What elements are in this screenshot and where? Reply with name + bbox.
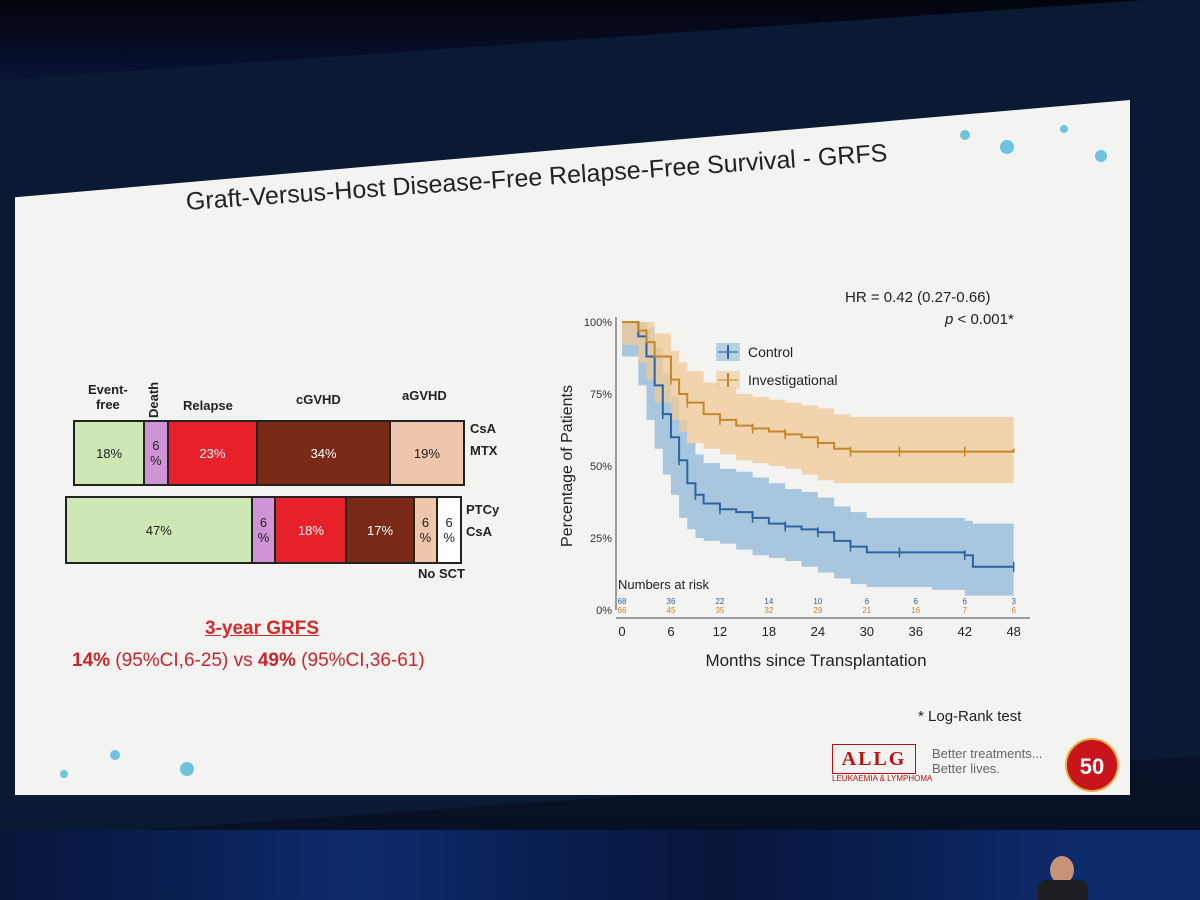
grfs-summary: 14% (95%CI,6-25) vs 49% (95%CI,36-61) xyxy=(72,650,425,672)
bar-column-header: Event- free xyxy=(88,382,128,412)
numbers-at-risk-heading: Numbers at risk xyxy=(618,577,710,592)
footnote: * Log-Rank test xyxy=(918,708,1022,725)
grfs-invest-value: 49% xyxy=(257,650,296,671)
bar-row-label: PTCy CsA xyxy=(466,502,500,539)
risk-count-control: 14 xyxy=(764,597,773,606)
y-tick-label: 0% xyxy=(596,605,612,617)
risk-count-investigational: 66 xyxy=(618,606,627,615)
bar-segment-cgvhd: 34% xyxy=(256,420,391,486)
bar-column-header: Relapse xyxy=(183,398,233,413)
risk-count-investigational: 16 xyxy=(911,606,920,615)
risk-count-investigational: 6 xyxy=(1011,606,1016,615)
x-tick-label: 30 xyxy=(860,624,874,639)
grfs-control-ci: (95%CI,6-25) vs xyxy=(110,650,258,671)
risk-count-control: 6 xyxy=(962,597,967,606)
bar-segment-death: 6 % xyxy=(250,496,277,564)
tagline-line-1: Better treatments... xyxy=(932,746,1043,761)
legend-label-investigational: Investigational xyxy=(748,372,838,388)
x-tick-label: 24 xyxy=(811,624,825,639)
y-tick-label: 50% xyxy=(590,461,612,473)
allg-logo: ALLG xyxy=(832,744,916,774)
risk-count-control: 10 xyxy=(813,597,822,606)
bar-segment-relapse: 18% xyxy=(274,496,348,564)
p-value-text: < 0.001* xyxy=(953,311,1014,328)
bar-segment-agvhd: 19% xyxy=(388,420,465,486)
presenter-head xyxy=(1050,856,1074,884)
bar-segment-event-free: 18% xyxy=(73,420,146,486)
anniversary-seal: 50 xyxy=(1065,738,1119,792)
risk-count-investigational: 21 xyxy=(862,606,871,615)
risk-count-control: 36 xyxy=(667,597,676,606)
risk-count-control: 6 xyxy=(914,597,919,606)
x-tick-label: 0 xyxy=(618,624,625,639)
y-tick-label: 100% xyxy=(584,317,612,329)
x-tick-label: 18 xyxy=(762,624,776,639)
bar-segment-relapse: 23% xyxy=(166,420,259,486)
ci-band-investigational xyxy=(622,322,1014,484)
no-sct-label: No SCT xyxy=(418,566,465,581)
risk-count-investigational: 35 xyxy=(715,606,724,615)
grfs-heading: 3-year GRFS xyxy=(205,618,320,639)
bar-row-label: CsA MTX xyxy=(470,421,498,458)
y-tick-label: 25% xyxy=(590,533,612,545)
decor-dot xyxy=(180,762,194,776)
y-axis-title: Percentage of Patients xyxy=(559,385,576,547)
tagline: Better treatments... Better lives. xyxy=(932,746,1043,776)
x-tick-label: 6 xyxy=(667,624,674,639)
risk-count-control: 22 xyxy=(715,597,724,606)
bar-column-header: aGVHD xyxy=(402,388,447,403)
legend-label-control: Control xyxy=(748,344,793,360)
risk-count-control: 68 xyxy=(618,597,627,606)
decor-dot xyxy=(960,130,970,140)
p-value: p < 0.001* xyxy=(945,311,1014,328)
x-axis-title: Months since Transplantation xyxy=(705,651,926,670)
bar-column-header: cGVHD xyxy=(296,392,341,407)
tagline-line-2: Better lives. xyxy=(932,761,1000,776)
bar-segment-no-sct: 6 % xyxy=(436,496,462,564)
risk-count-investigational: 29 xyxy=(813,606,822,615)
y-tick-label: 75% xyxy=(590,389,612,401)
x-tick-label: 42 xyxy=(957,624,971,639)
allg-logo-sub: LEUKAEMIA & LYMPHOMA xyxy=(832,774,933,783)
grfs-control-value: 14% xyxy=(72,650,111,671)
bar-segment-cgvhd: 17% xyxy=(345,496,415,564)
decor-dot xyxy=(60,770,68,778)
bar-segment-agvhd: 6 % xyxy=(412,496,439,564)
risk-count-control: 3 xyxy=(1011,597,1016,606)
x-tick-label: 48 xyxy=(1006,624,1020,639)
bar-segment-event-free: 47% xyxy=(65,496,253,564)
hazard-ratio: HR = 0.42 (0.27-0.66) xyxy=(845,289,991,306)
risk-count-investigational: 32 xyxy=(764,606,773,615)
grfs-invest-ci: (95%CI,36-61) xyxy=(295,650,425,671)
decor-dot xyxy=(1060,125,1068,133)
presenter-body xyxy=(1038,880,1088,900)
decor-dot xyxy=(1000,140,1014,154)
risk-count-control: 6 xyxy=(865,597,870,606)
risk-count-investigational: 7 xyxy=(962,606,967,615)
x-tick-label: 12 xyxy=(713,624,727,639)
stage-floor xyxy=(0,830,1200,900)
x-tick-label: 36 xyxy=(909,624,923,639)
decor-dot xyxy=(110,750,120,760)
risk-count-investigational: 45 xyxy=(667,606,676,615)
p-symbol: p xyxy=(945,311,954,328)
survival-line-control xyxy=(622,321,1014,568)
decor-dot xyxy=(1095,150,1107,162)
ci-band-control xyxy=(622,322,1014,596)
